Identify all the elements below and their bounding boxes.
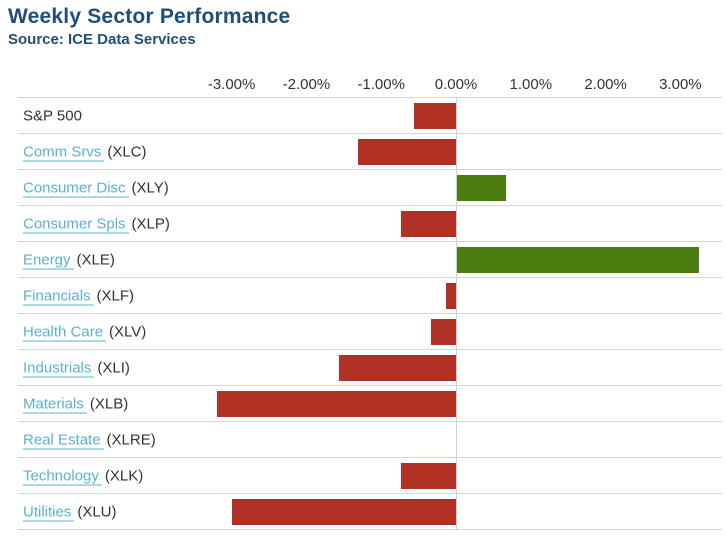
bar-health-care (431, 319, 456, 345)
sector-link-industrials[interactable]: Industrials (23, 359, 95, 377)
sector-label: Consumer Disc (XLY) (23, 179, 169, 197)
bar-energy (457, 247, 699, 273)
x-axis-tick-label: 0.00% (434, 76, 478, 93)
sector-ticker: (XLK) (104, 467, 144, 484)
sector-label: Materials (XLB) (23, 395, 129, 413)
row-health-care: Health Care (XLV) (18, 314, 722, 350)
bar-consumer-spls (401, 211, 456, 237)
sector-label: Industrials (XLI) (23, 359, 130, 377)
row-comm-srvs: Comm Srvs (XLC) (18, 134, 722, 170)
sector-link-utilities[interactable]: Utilities (23, 503, 75, 521)
sector-label: Energy (XLE) (23, 251, 115, 269)
sector-link-materials[interactable]: Materials (23, 395, 87, 413)
row-consumer-spls: Consumer Spls (XLP) (18, 206, 722, 242)
x-axis-tick-label: -2.00% (282, 76, 331, 93)
x-axis-tick-label: 1.00% (509, 76, 553, 93)
row-sp500: S&P 500 (18, 98, 722, 134)
bar-comm-srvs (358, 139, 456, 165)
bar-utilities (232, 499, 456, 525)
sector-ticker: (XLY) (131, 179, 169, 196)
sector-ticker: (XLRE) (106, 431, 156, 448)
bar-consumer-disc (457, 175, 506, 201)
x-axis-tick-label: 2.00% (584, 76, 627, 93)
sector-label: Consumer Spls (XLP) (23, 215, 170, 233)
bar-financials (446, 283, 456, 309)
row-real-estate: Real Estate (XLRE) (18, 422, 722, 458)
sector-label: S&P 500 (23, 107, 82, 124)
bar-sp500 (414, 103, 456, 129)
row-consumer-disc: Consumer Disc (XLY) (18, 170, 722, 206)
sector-ticker: (XLB) (89, 395, 129, 412)
sector-link-consumer-disc[interactable]: Consumer Disc (23, 179, 129, 197)
sector-name-sp500: S&P 500 (23, 107, 82, 124)
row-industrials: Industrials (XLI) (18, 350, 722, 386)
row-energy: Energy (XLE) (18, 242, 722, 278)
zero-gridline (456, 97, 457, 530)
sector-link-financials[interactable]: Financials (23, 287, 94, 305)
sector-ticker: (XLC) (107, 143, 147, 160)
sector-label: Real Estate (XLRE) (23, 431, 156, 449)
sector-link-real-estate[interactable]: Real Estate (23, 431, 104, 449)
sector-link-health-care[interactable]: Health Care (23, 323, 107, 341)
sector-link-comm-srvs[interactable]: Comm Srvs (23, 143, 105, 161)
row-financials: Financials (XLF) (18, 278, 722, 314)
sector-link-technology[interactable]: Technology (23, 467, 102, 485)
sector-link-consumer-spls[interactable]: Consumer Spls (23, 215, 129, 233)
sector-label: Comm Srvs (XLC) (23, 143, 147, 161)
sector-ticker: (XLV) (109, 323, 147, 340)
bar-industrials (339, 355, 456, 381)
page-title: Weekly Sector Performance (8, 5, 291, 28)
sector-ticker: (XLP) (131, 215, 170, 232)
bar-materials (217, 391, 456, 417)
x-axis-tick-label: 3.00% (659, 76, 702, 93)
chart-rows: S&P 500 Comm Srvs (XLC) Consumer Disc (XLY… (18, 97, 722, 530)
bar-technology (401, 463, 456, 489)
row-materials: Materials (XLB) (18, 386, 722, 422)
row-technology: Technology (XLK) (18, 458, 722, 494)
sector-ticker: (XLI) (97, 359, 130, 376)
sector-ticker: (XLF) (96, 287, 135, 304)
source-subtitle: Source: ICE Data Services (8, 31, 196, 48)
sector-label: Technology (XLK) (23, 467, 144, 485)
x-axis-tick-label: -3.00% (207, 76, 256, 93)
x-axis: -3.00% -2.00% -1.00% 0.00% 1.00% 2.00% 3… (18, 76, 722, 97)
sector-bar-chart: -3.00% -2.00% -1.00% 0.00% 1.00% 2.00% 3… (18, 76, 722, 530)
x-axis-tick-label: -1.00% (357, 76, 405, 93)
sector-link-energy[interactable]: Energy (23, 251, 74, 269)
sector-label: Utilities (XLU) (23, 503, 117, 521)
sector-ticker: (XLU) (77, 503, 117, 520)
sector-ticker: (XLE) (76, 251, 115, 268)
sector-label: Financials (XLF) (23, 287, 135, 305)
sector-label: Health Care (XLV) (23, 323, 147, 341)
row-utilities: Utilities (XLU) (18, 494, 722, 530)
